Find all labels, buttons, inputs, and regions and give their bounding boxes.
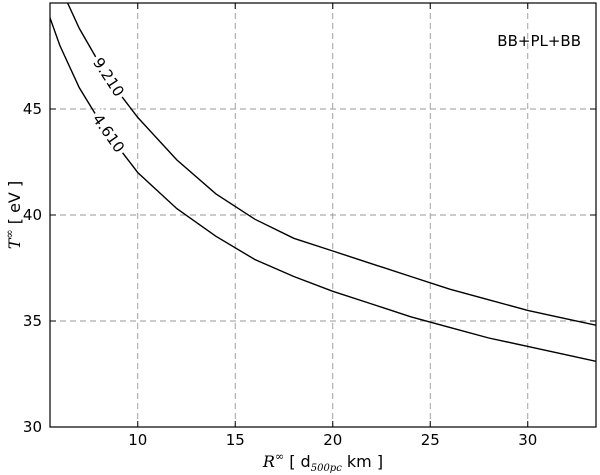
series-label: 9.210 <box>89 54 128 100</box>
series-label-gap <box>86 51 131 103</box>
x-tick-label: 25 <box>421 431 440 449</box>
x-axis-label: R∞ [ d500pc km ] <box>262 450 383 474</box>
x-tick-label: 20 <box>323 431 342 449</box>
x-tick-label: 15 <box>226 431 245 449</box>
series-line <box>50 17 596 362</box>
ticks: 10 15 20 25 30 30 35 40 45 <box>23 3 596 449</box>
series-label-gap <box>86 108 131 159</box>
series-line <box>66 3 596 326</box>
y-tick-label: 35 <box>23 312 42 330</box>
grid <box>50 3 596 427</box>
y-tick-label: 30 <box>23 418 42 436</box>
y-axis-label: T∞ [ eV ] <box>3 181 24 249</box>
x-tick-label: 10 <box>128 431 147 449</box>
x-tick-label: 30 <box>518 431 537 449</box>
y-tick-label: 40 <box>23 206 42 224</box>
legend-annotation: BB+PL+BB <box>497 32 581 50</box>
y-tick-label: 45 <box>23 100 42 118</box>
